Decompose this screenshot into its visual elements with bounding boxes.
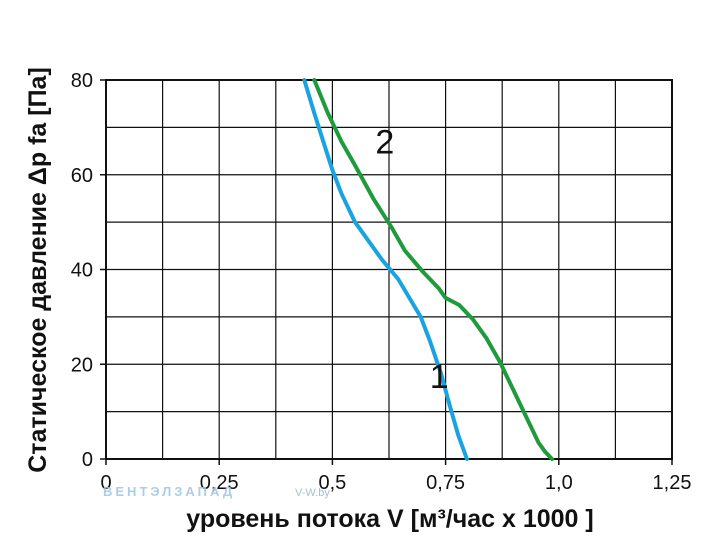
series-label-2: 2 — [375, 123, 394, 161]
x-tick-label: 0,75 — [426, 472, 465, 494]
x-tick-label: 1,0 — [545, 472, 573, 494]
x-tick-label: 1,25 — [653, 472, 692, 494]
series-line-1 — [302, 78, 469, 461]
series-layer: 12 — [302, 78, 554, 461]
tick-labels: 0 0,25 0,5 0,75 1,0 1,25 0 20 40 60 80 — [71, 70, 692, 494]
x-tick-label: 0,5 — [318, 472, 346, 494]
y-tick-label: 20 — [71, 354, 93, 376]
x-tick-label: 0,25 — [200, 472, 239, 494]
watermark-text: ВЕНТЭЛЗАПАД — [103, 484, 235, 499]
y-tick-label: 0 — [82, 449, 93, 471]
watermark-small-text: V-W.by — [295, 487, 330, 499]
y-axis-title: Статическое давление Δp fa [Па] — [24, 67, 52, 473]
x-axis-title: уровень потока V [м³/час х 1000 ] — [186, 505, 593, 533]
y-tick-label: 80 — [71, 70, 93, 92]
series-label-1: 1 — [430, 358, 449, 396]
watermark: ВЕНТЭЛЗАПАД V-W.by — [103, 484, 330, 499]
x-tick-label: 0 — [100, 472, 111, 494]
y-tick-label: 40 — [71, 260, 93, 282]
y-tick-label: 60 — [71, 165, 93, 187]
series-line-2 — [312, 78, 554, 461]
